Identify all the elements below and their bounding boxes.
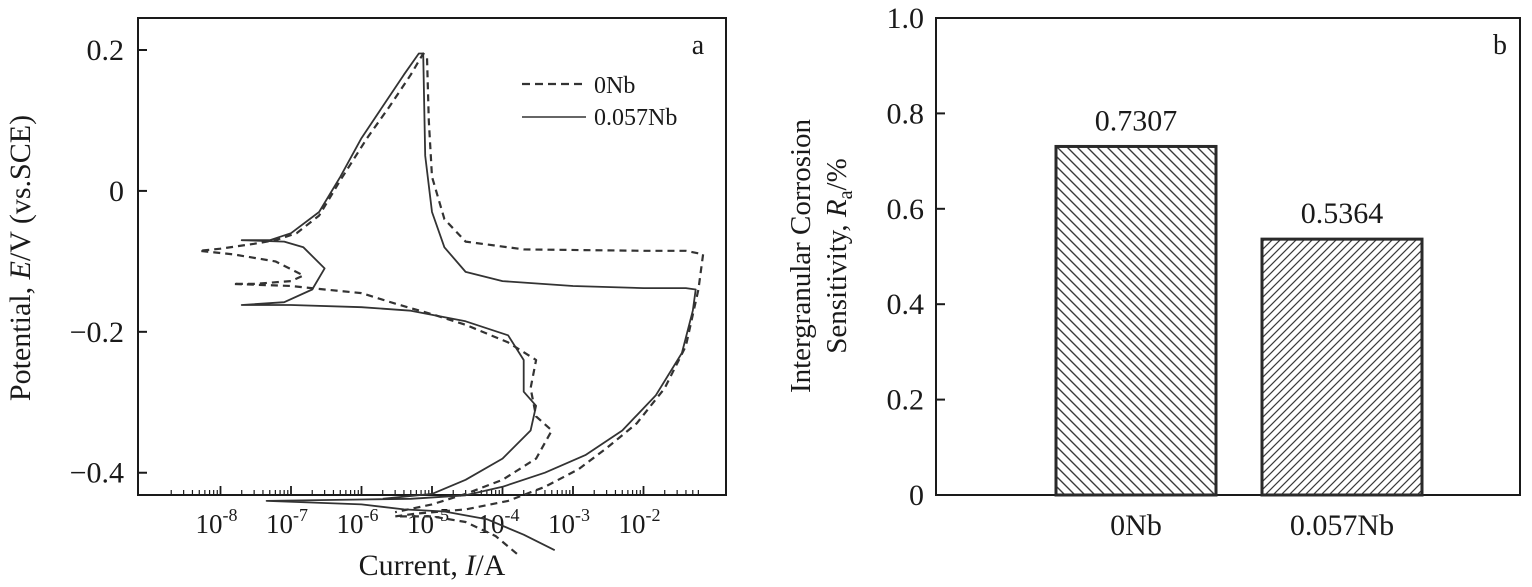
y-tick-label: 0	[909, 479, 924, 512]
x-tick-label: 10-2	[619, 505, 661, 539]
bar-value-label: 0.5364	[1301, 197, 1384, 230]
y-tick-label: 0.2	[87, 34, 125, 67]
x-tick-label: 10-3	[548, 505, 590, 539]
panel-a-x-label: Current, I/A	[359, 549, 506, 582]
y-tick-label: 0	[109, 175, 124, 208]
x-tick-label: 10-4	[478, 505, 520, 539]
y-tick-label: 0.2	[887, 384, 925, 417]
y-tick-label: −0.4	[70, 457, 124, 490]
panel-b-y-label-line1: Intergranular Corrosion	[785, 118, 817, 393]
panel-b-y-label-line2: Sensitivity, Ra/%	[821, 158, 857, 354]
panel-b-frame	[935, 17, 1521, 496]
x-tick-label: 10-8	[196, 505, 238, 539]
panel-a: a 0.20−0.2−0.4 10-8 10-7 10-6 10-5 10-4 10-3 1…	[4, 17, 727, 582]
bar-0nb	[1054, 144, 1218, 497]
category-label: 0Nb	[1110, 509, 1162, 542]
panel-b-bars: 0.7307 0Nb 0.5364 0.057Nb	[1054, 104, 1424, 542]
panel-a-y-axis: 0.2 0 −0.2 −0.4	[70, 34, 147, 490]
series-line-0057nb	[240, 52, 697, 552]
bar-value-label: 0.7307	[1095, 104, 1178, 137]
panel-a-letter: a	[692, 30, 705, 61]
panel-b: b 1.0 0.8 0.6 0.4 0.2 0 0.7307 0Nb 0.5364 0.057N…	[785, 2, 1521, 542]
y-tick-label: 0.8	[887, 97, 925, 130]
panel-b-letter: b	[1493, 30, 1507, 61]
panel-a-series	[198, 52, 705, 555]
y-tick-label: 1.0	[887, 2, 925, 35]
legend: 0Nb 0.057Nb	[522, 73, 677, 131]
x-tick-label: 10-6	[337, 505, 379, 539]
series-line-0nb	[198, 52, 705, 555]
y-tick-label: −0.2	[70, 316, 124, 349]
y-tick-label: 0.6	[887, 193, 925, 226]
y-tick-label: 0.4	[887, 288, 925, 321]
bar-0057nb	[1260, 237, 1424, 497]
panel-b-y-axis: 1.0 0.8 0.6 0.4 0.2 0	[887, 2, 945, 512]
category-label: 0.057Nb	[1290, 509, 1394, 542]
panel-a-y-label: Potential, E/V (vs.SCE)	[4, 115, 37, 401]
legend-0057nb-label: 0.057Nb	[594, 105, 677, 131]
legend-0nb-label: 0Nb	[594, 73, 635, 99]
x-tick-label: 10-7	[266, 505, 308, 539]
